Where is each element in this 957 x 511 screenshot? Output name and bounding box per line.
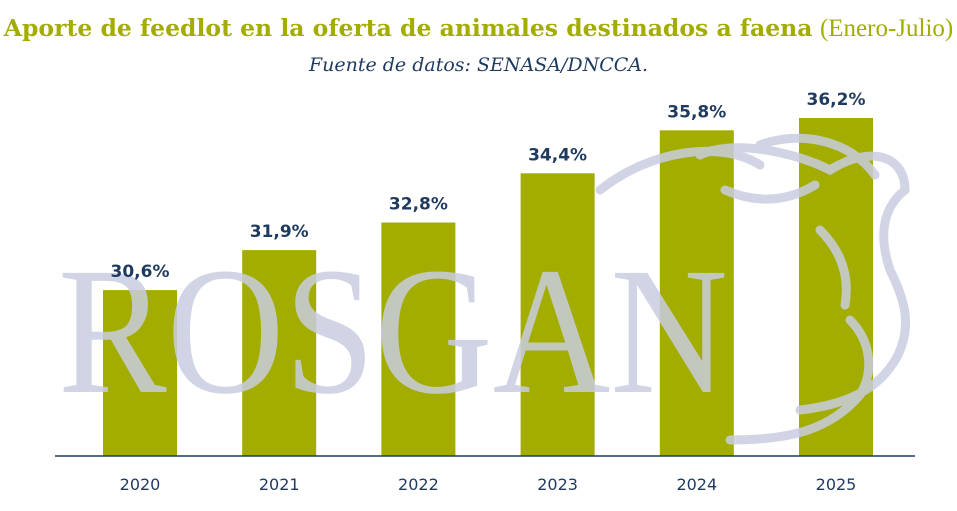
bar-2020 (103, 290, 177, 456)
data-label-2022: 32,8% (389, 195, 448, 215)
x-tick-label-2020: 2020 (120, 475, 161, 494)
x-tick-label-2025: 2025 (816, 475, 857, 494)
x-tick-label-2022: 2022 (398, 475, 439, 494)
data-label-2024: 35,8% (667, 102, 726, 122)
x-tick-label-2024: 2024 (676, 475, 717, 494)
x-axis-ticks: 2020 2021 2022 2023 2024 2025 (120, 475, 857, 494)
bar-2022 (381, 222, 456, 456)
chart-subtitle: Fuente de datos: SENASA/DNCCA. (308, 54, 649, 76)
chart-title-period: (Enero-Julio) (819, 15, 954, 42)
x-tick-label-2021: 2021 (259, 475, 300, 494)
bar-2024 (659, 130, 734, 457)
watermark-text: ROSGAN (58, 231, 728, 432)
data-label-2020: 30,6% (111, 262, 170, 282)
bar-2021 (242, 250, 317, 456)
watermark: ROSGAN (58, 133, 911, 445)
chart-title-main: Aporte de feedlot en la oferta de animal… (3, 14, 813, 42)
labels-layer: 30,6% 31,9% 32,8% 34,4% 35,8% 36,2% (111, 90, 866, 282)
x-tick-label-2023: 2023 (537, 475, 578, 494)
chart-title: Aporte de feedlot en la oferta de animal… (0, 14, 957, 43)
cow-head-icon (595, 133, 911, 445)
data-label-2023: 34,4% (528, 145, 587, 165)
data-label-2025: 36,2% (807, 90, 866, 110)
data-label-2021: 31,9% (250, 222, 309, 242)
bar-2023 (520, 173, 595, 457)
